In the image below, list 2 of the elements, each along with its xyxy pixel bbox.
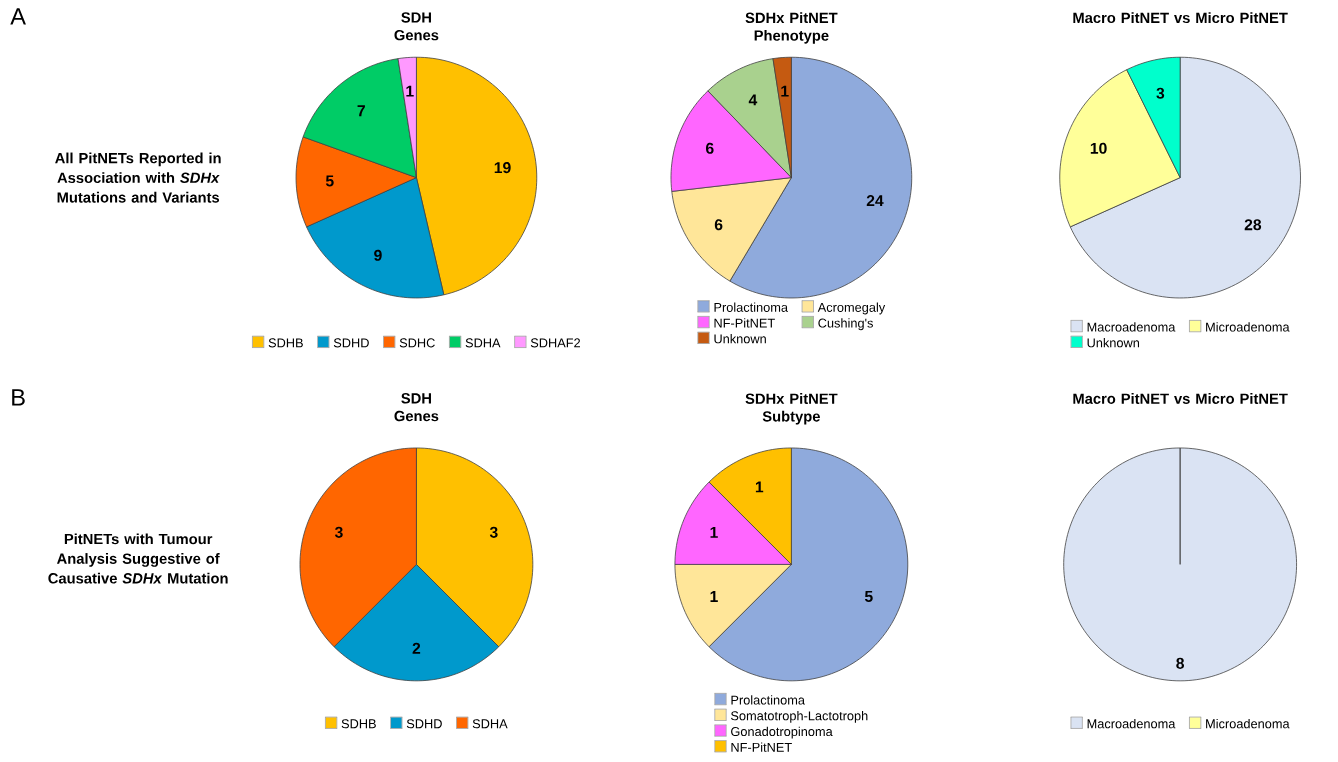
text: B [12,389,25,406]
text: A [10,8,26,25]
